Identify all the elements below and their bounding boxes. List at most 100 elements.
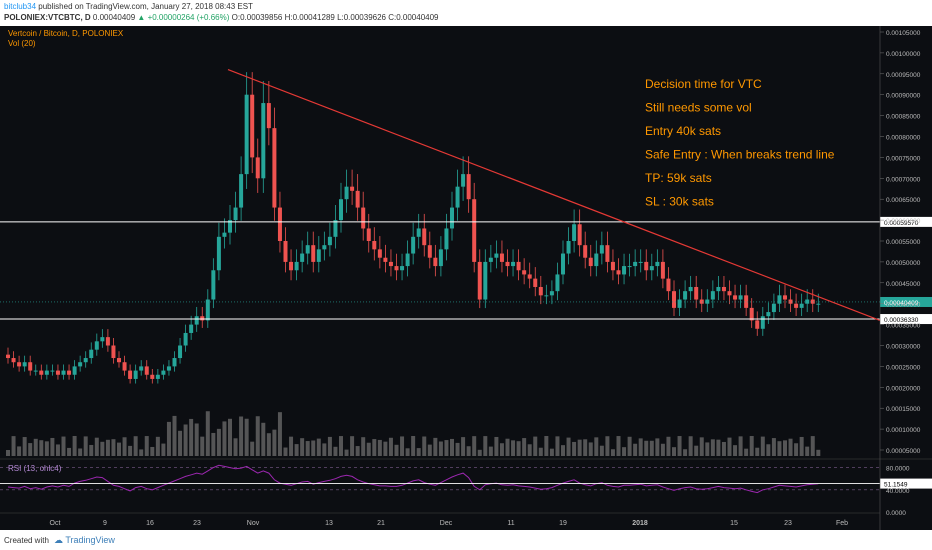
volume-bar (361, 437, 366, 456)
volume-bar (183, 424, 188, 456)
candle-body (300, 253, 305, 262)
snapshot-header: bitclub34 published on TradingView.com, … (0, 0, 932, 26)
volume-bar (616, 436, 621, 456)
price-tick-label: 0.00095000 (886, 72, 921, 79)
candle-body (583, 245, 588, 258)
volume-bar (477, 449, 482, 456)
time-tick-label: 9 (103, 520, 107, 527)
volume-bar (472, 436, 477, 456)
candle-body (72, 366, 77, 375)
candle-body (400, 266, 405, 271)
candle-body (599, 245, 604, 254)
candle-body (322, 245, 327, 250)
volume-bar (794, 443, 799, 456)
annotation-text: SL : 30k sats (645, 195, 714, 209)
pair-legend: Vertcoin / Bitcoin, D, POLONIEX (8, 29, 124, 38)
price-label-box (880, 296, 932, 307)
author-link[interactable]: bitclub34 (4, 2, 37, 11)
candle-body (283, 241, 288, 262)
price-tick-label: 0.00025000 (886, 364, 921, 371)
volume-bar (755, 447, 760, 456)
volume-bar (161, 443, 166, 456)
candle-body (39, 370, 44, 375)
candle-body (555, 274, 560, 292)
candle-body (139, 366, 144, 371)
candle-body (339, 199, 343, 221)
candle-body (450, 207, 454, 229)
price-tick-label: 0.00040000 (886, 302, 921, 309)
volume-bar (411, 436, 416, 456)
rsi-current-box (880, 478, 932, 489)
candle-body (128, 370, 133, 379)
volume-bar (777, 441, 782, 456)
candle-body (94, 341, 99, 350)
candle-body (366, 228, 371, 241)
rsi-tick-label: 0.0000 (886, 510, 906, 517)
volume-bar (111, 439, 116, 456)
candle-body (494, 253, 499, 258)
volume-bar (17, 446, 22, 456)
created-with: Created with (4, 536, 49, 545)
trendline[interactable] (227, 69, 881, 321)
candle-body (133, 370, 138, 379)
candle-body (189, 324, 194, 333)
volume-bar (83, 436, 88, 456)
candle-body (405, 253, 410, 267)
volume-bar (11, 436, 16, 456)
volume-bar (588, 442, 593, 456)
price-tick-label: 0.00015000 (886, 406, 921, 413)
candle-body (610, 261, 615, 271)
price-label-box (880, 216, 932, 227)
candle-body (755, 320, 760, 329)
candle-body (638, 261, 643, 263)
volume-bar (649, 440, 654, 456)
volume-bar (172, 415, 177, 456)
candle-body (744, 295, 749, 308)
volume-bar (100, 441, 105, 456)
candle-body (33, 370, 38, 372)
candle-body (644, 261, 649, 271)
volume-bar (561, 445, 565, 456)
time-tick-label: Oct (50, 520, 61, 527)
volume-bar (805, 446, 810, 456)
time-tick-label: 19 (559, 520, 567, 527)
volume-bar (272, 429, 277, 456)
candle-body (427, 245, 432, 258)
candle-body (155, 374, 160, 379)
candle-body (433, 257, 438, 267)
volume-bar (372, 439, 377, 456)
volume-bar (39, 440, 44, 456)
candle-body (200, 316, 205, 321)
volume-bar (339, 436, 343, 456)
candle-body (622, 266, 627, 275)
volume-bar (721, 441, 726, 456)
chart-area[interactable]: 0.00059570 0.00040409 0.00036330 80.0000 40… (0, 26, 932, 530)
candle-body (683, 291, 688, 300)
tradingview-logo[interactable]: ☁ TradingView (54, 535, 115, 546)
volume-bar (644, 440, 649, 456)
volume-bar (294, 444, 299, 456)
change-arrow-icon: ▲ (137, 13, 146, 22)
candle-body (588, 257, 593, 267)
volume-bar (677, 436, 682, 456)
change-text: +0.00000264 (+0.66%) (147, 13, 230, 22)
time-tick-label: 21 (377, 520, 385, 527)
price-tick-label: 0.00055000 (886, 239, 921, 246)
volume-bar (538, 447, 543, 456)
publish-line: bitclub34 published on TradingView.com, … (4, 2, 253, 11)
volume-bar (366, 442, 371, 456)
rsi-current-label: 51.1549 (884, 482, 908, 489)
volume-bar (300, 438, 305, 456)
candle-body (499, 253, 504, 262)
volume-bar (633, 443, 638, 456)
volume-bar (394, 444, 399, 456)
rsi-tick-label: 40.0000 (886, 488, 910, 495)
candle-body (78, 362, 83, 367)
volume-bar (178, 430, 183, 456)
candle-body (50, 370, 55, 372)
volume-bar (705, 442, 710, 456)
volume-bar (733, 445, 738, 456)
candle-body (272, 128, 277, 208)
candle-body (533, 278, 538, 287)
